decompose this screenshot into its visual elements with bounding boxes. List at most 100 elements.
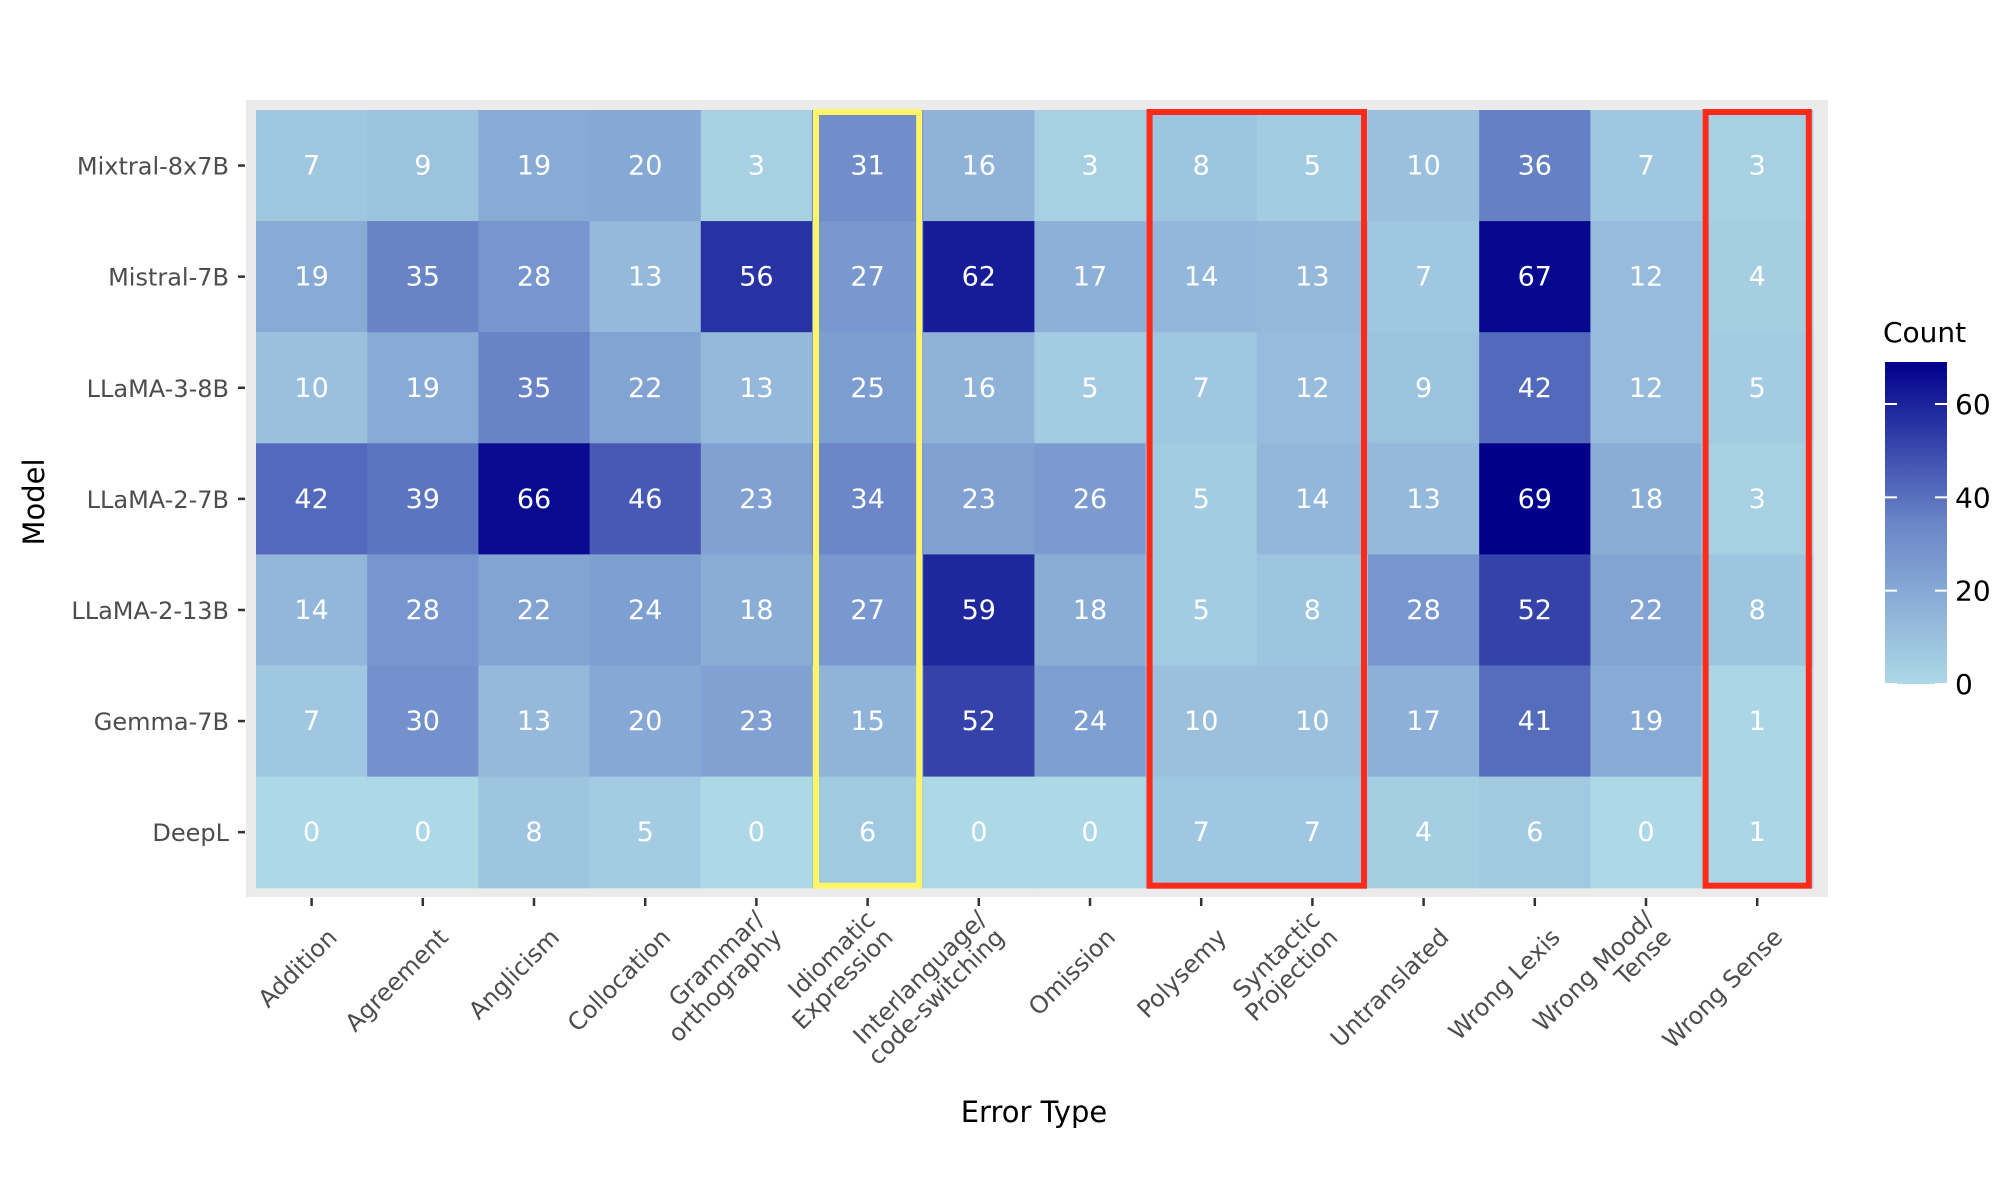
cell-value-label: 28: [1406, 595, 1440, 626]
cell-value-label: 5: [1193, 595, 1210, 626]
cell-value-label: 35: [406, 262, 440, 293]
heatmap-cell: [1034, 665, 1147, 778]
heatmap-cell: [923, 776, 1035, 889]
heatmap-cell: [1590, 332, 1703, 444]
x-tick-label: Agreement: [340, 923, 454, 1037]
heatmap-cell: [589, 665, 702, 778]
heatmap-cell: [1256, 332, 1369, 444]
cell-value-label: 62: [962, 262, 996, 293]
cell-value-label: 3: [1749, 484, 1766, 515]
cell-value-label: 10: [1295, 706, 1329, 737]
heatmap-cell: [367, 110, 479, 222]
cell-value-label: 28: [517, 262, 551, 293]
cell-value-label: 7: [303, 151, 320, 182]
cell-value-label: 12: [1629, 262, 1663, 293]
cell-value-label: 13: [1406, 484, 1440, 515]
y-tick-label: Mixtral-8x7B: [77, 153, 229, 181]
heatmap-cell: [1368, 110, 1480, 222]
cell-value-label: 4: [1749, 262, 1766, 293]
heatmap-cell: [256, 665, 368, 778]
cell-value-label: 6: [1526, 817, 1543, 848]
cell-value-label: 18: [1629, 484, 1663, 515]
heatmap-cell: [478, 443, 591, 555]
cell-value-label: 4: [1415, 817, 1432, 848]
heatmap-cell: [478, 221, 591, 333]
cell-value-label: 9: [1415, 373, 1432, 404]
heatmap-cell: [1034, 110, 1147, 222]
cell-value-label: 19: [517, 151, 551, 182]
heatmap-cell: [478, 665, 591, 778]
cell-value-label: 13: [739, 373, 773, 404]
cell-value-label: 42: [1518, 373, 1552, 404]
heatmap-cell: [256, 332, 368, 444]
heatmap-cell: [367, 443, 479, 555]
cell-value-label: 56: [739, 262, 773, 293]
heatmap-cell: [1479, 221, 1591, 333]
heatmap-cell: [700, 221, 813, 333]
cell-value-label: 7: [1637, 151, 1654, 182]
heatmap-cell: [1256, 665, 1369, 778]
cell-value-label: 67: [1518, 262, 1552, 293]
y-tick-label: Gemma-7B: [94, 708, 229, 736]
x-tick-label-line: Collocation: [562, 923, 676, 1037]
y-axis: Mixtral-8x7B Mistral-7B LLaMA-3-8B LLaMA-2-…: [71, 153, 245, 847]
highlight-box: [1146, 109, 1367, 889]
heatmap-cell: [923, 554, 1035, 667]
y-axis-title: Model: [17, 458, 51, 545]
x-tick-label: Untranslated: [1325, 923, 1455, 1053]
highlight-box: [813, 109, 923, 889]
heatmap-cell: [1034, 443, 1147, 555]
heatmap-cell: [1145, 443, 1258, 555]
heatmap-cell: [812, 221, 924, 333]
heatmap-cell: [1701, 554, 1814, 667]
heatmap-cell: [812, 554, 924, 667]
cell-value-label: 0: [414, 817, 431, 848]
heatmap-cell: [367, 776, 479, 889]
heatmap-cell: [367, 665, 479, 778]
x-tick-label: Anglicism: [463, 923, 565, 1025]
heatmap-cell: [367, 554, 479, 667]
y-tick-label: LLaMA-3-8B: [87, 375, 229, 403]
y-tick-label: LLaMA-2-7B: [87, 486, 229, 514]
heatmap-cell: [1256, 443, 1369, 555]
cell-value-label: 8: [525, 817, 542, 848]
legend-ticks: 0 20 40 60: [1885, 388, 1991, 701]
heatmap-cell: [812, 110, 924, 222]
cell-value-label: 22: [517, 595, 551, 626]
x-tick-label-line: Addition: [253, 923, 343, 1013]
heatmap-cell: [1479, 776, 1591, 889]
heatmap-cell: [923, 332, 1035, 444]
cell-value-label: 41: [1518, 706, 1552, 737]
cell-value-label: 13: [1295, 262, 1329, 293]
cell-value-label: 0: [303, 817, 320, 848]
cell-value-label: 19: [406, 373, 440, 404]
cell-value-label: 30: [406, 706, 440, 737]
heatmap-cell: [478, 110, 591, 222]
cell-value-label: 23: [739, 706, 773, 737]
heatmap-cell: [1701, 776, 1814, 889]
cell-value-label: 66: [517, 484, 551, 515]
heatmap-cell: [256, 221, 368, 333]
heatmap-cell: [1256, 221, 1369, 333]
cell-value-label: 17: [1406, 706, 1440, 737]
color-legend: Count 0 20 40 60: [1883, 316, 1991, 701]
heatmap-cell: [1590, 110, 1703, 222]
heatmap-cell: [1368, 221, 1480, 333]
cell-value-label: 0: [970, 817, 987, 848]
cell-value-label: 5: [1749, 373, 1766, 404]
heatmap-cell: [812, 776, 924, 889]
heatmap-cell: [1701, 665, 1814, 778]
cell-value-label: 34: [850, 484, 884, 515]
cell-value-label: 8: [1193, 151, 1210, 182]
cell-value-label: 23: [739, 484, 773, 515]
heatmap-cell: [700, 443, 813, 555]
heatmap-cell: [478, 332, 591, 444]
x-tick-label: Polysemy: [1132, 923, 1232, 1023]
heatmap-cell: [589, 776, 702, 889]
x-tick-label: SyntacticProjection: [1222, 905, 1343, 1026]
cell-value-label: 36: [1518, 151, 1552, 182]
heatmap-cell: [1701, 332, 1814, 444]
cell-value-label: 10: [294, 373, 328, 404]
